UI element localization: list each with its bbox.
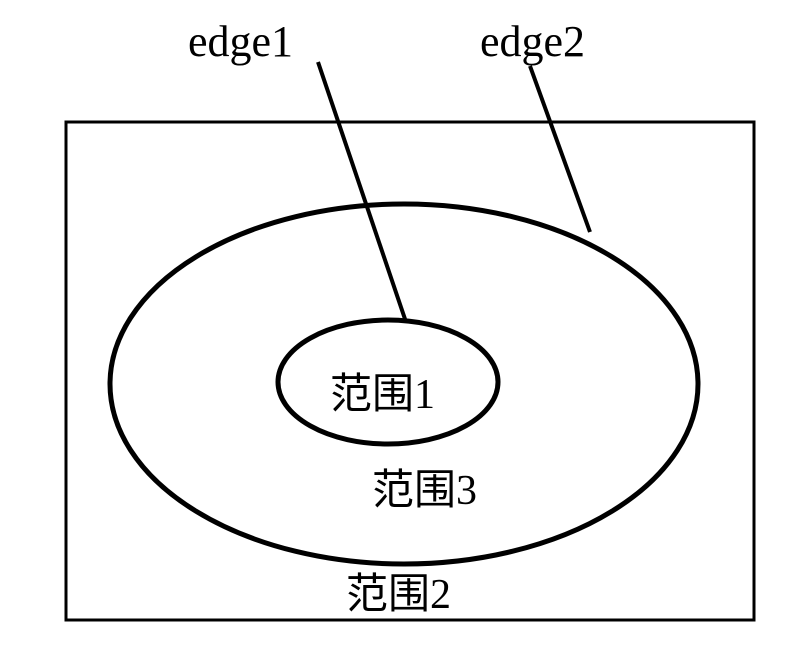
diagram-svg: [0, 0, 806, 642]
label-edge2: edge2: [480, 16, 585, 67]
label-range3: 范围3: [372, 456, 477, 517]
label-range1: 范围1: [330, 360, 435, 421]
label-range2: 范围2: [346, 560, 451, 621]
leader-line-edge2: [530, 66, 590, 232]
diagram-canvas: edge1 edge2 范围1 范围3 范围2: [0, 0, 806, 642]
leader-line-edge1: [318, 62, 406, 322]
label-edge1: edge1: [188, 16, 293, 67]
